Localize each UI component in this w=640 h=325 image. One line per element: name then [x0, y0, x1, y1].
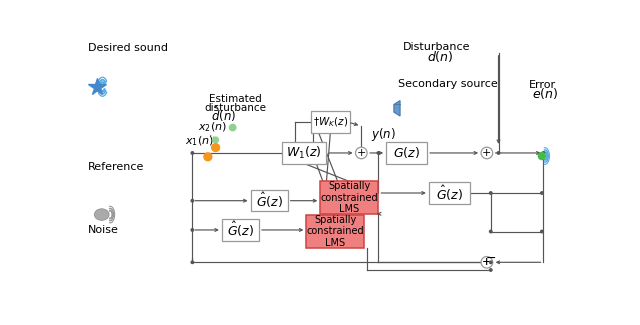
Text: $W_1(z)$: $W_1(z)$ — [286, 145, 322, 161]
Bar — [320, 181, 378, 214]
Text: $\hat{G}(z)$: $\hat{G}(z)$ — [227, 220, 254, 240]
Polygon shape — [394, 101, 400, 116]
Bar — [307, 215, 364, 248]
Circle shape — [540, 229, 544, 233]
Circle shape — [497, 151, 500, 155]
Text: $\dagger W_K(z)$: $\dagger W_K(z)$ — [313, 115, 348, 129]
Text: $\hat{d}(n)$: $\hat{d}(n)$ — [211, 104, 236, 124]
Circle shape — [489, 268, 493, 272]
Text: +: + — [481, 257, 491, 267]
Bar — [429, 182, 470, 204]
Text: $\hat{G}(z)$: $\hat{G}(z)$ — [255, 191, 283, 210]
Text: $\hat{G}(z)$: $\hat{G}(z)$ — [436, 184, 463, 202]
Circle shape — [489, 191, 493, 195]
Text: Secondary source: Secondary source — [397, 79, 497, 89]
Text: $G(z)$: $G(z)$ — [393, 146, 420, 161]
Circle shape — [538, 152, 546, 160]
Text: $d(n)$: $d(n)$ — [427, 48, 454, 64]
Text: $x_2(n)$: $x_2(n)$ — [198, 120, 227, 134]
Circle shape — [204, 152, 212, 162]
Text: Error: Error — [529, 80, 556, 90]
Circle shape — [540, 191, 544, 195]
Text: +: + — [482, 148, 492, 158]
Ellipse shape — [94, 209, 109, 220]
Circle shape — [191, 260, 195, 264]
Text: −: − — [486, 252, 497, 265]
Bar — [386, 142, 428, 164]
Circle shape — [481, 256, 493, 268]
Bar — [222, 219, 259, 241]
Circle shape — [212, 136, 219, 143]
Text: disturbance: disturbance — [204, 103, 266, 112]
Bar — [250, 190, 288, 212]
Circle shape — [489, 229, 493, 233]
Bar — [282, 142, 326, 164]
Bar — [311, 111, 349, 133]
Text: Desired sound: Desired sound — [88, 43, 168, 53]
Circle shape — [376, 151, 380, 155]
Circle shape — [541, 151, 545, 155]
Circle shape — [211, 143, 220, 152]
Circle shape — [191, 228, 195, 232]
Text: +: + — [356, 148, 366, 158]
Circle shape — [229, 124, 237, 131]
Text: Spatially
constrained
LMS: Spatially constrained LMS — [321, 181, 378, 214]
Circle shape — [489, 260, 493, 264]
Text: $x_1(n)$: $x_1(n)$ — [186, 135, 214, 148]
Text: Estimated: Estimated — [209, 94, 261, 104]
Circle shape — [481, 147, 493, 159]
Text: Disturbance: Disturbance — [403, 42, 470, 52]
Text: Reference: Reference — [88, 162, 144, 172]
Circle shape — [355, 147, 367, 159]
Text: +: + — [482, 257, 492, 267]
Text: Noise: Noise — [88, 225, 118, 235]
Circle shape — [191, 151, 195, 155]
Text: $e(n)$: $e(n)$ — [532, 86, 558, 101]
Text: $y(n)$: $y(n)$ — [371, 125, 396, 143]
Text: Spatially
constrained
LMS: Spatially constrained LMS — [307, 215, 364, 248]
Circle shape — [191, 199, 195, 202]
